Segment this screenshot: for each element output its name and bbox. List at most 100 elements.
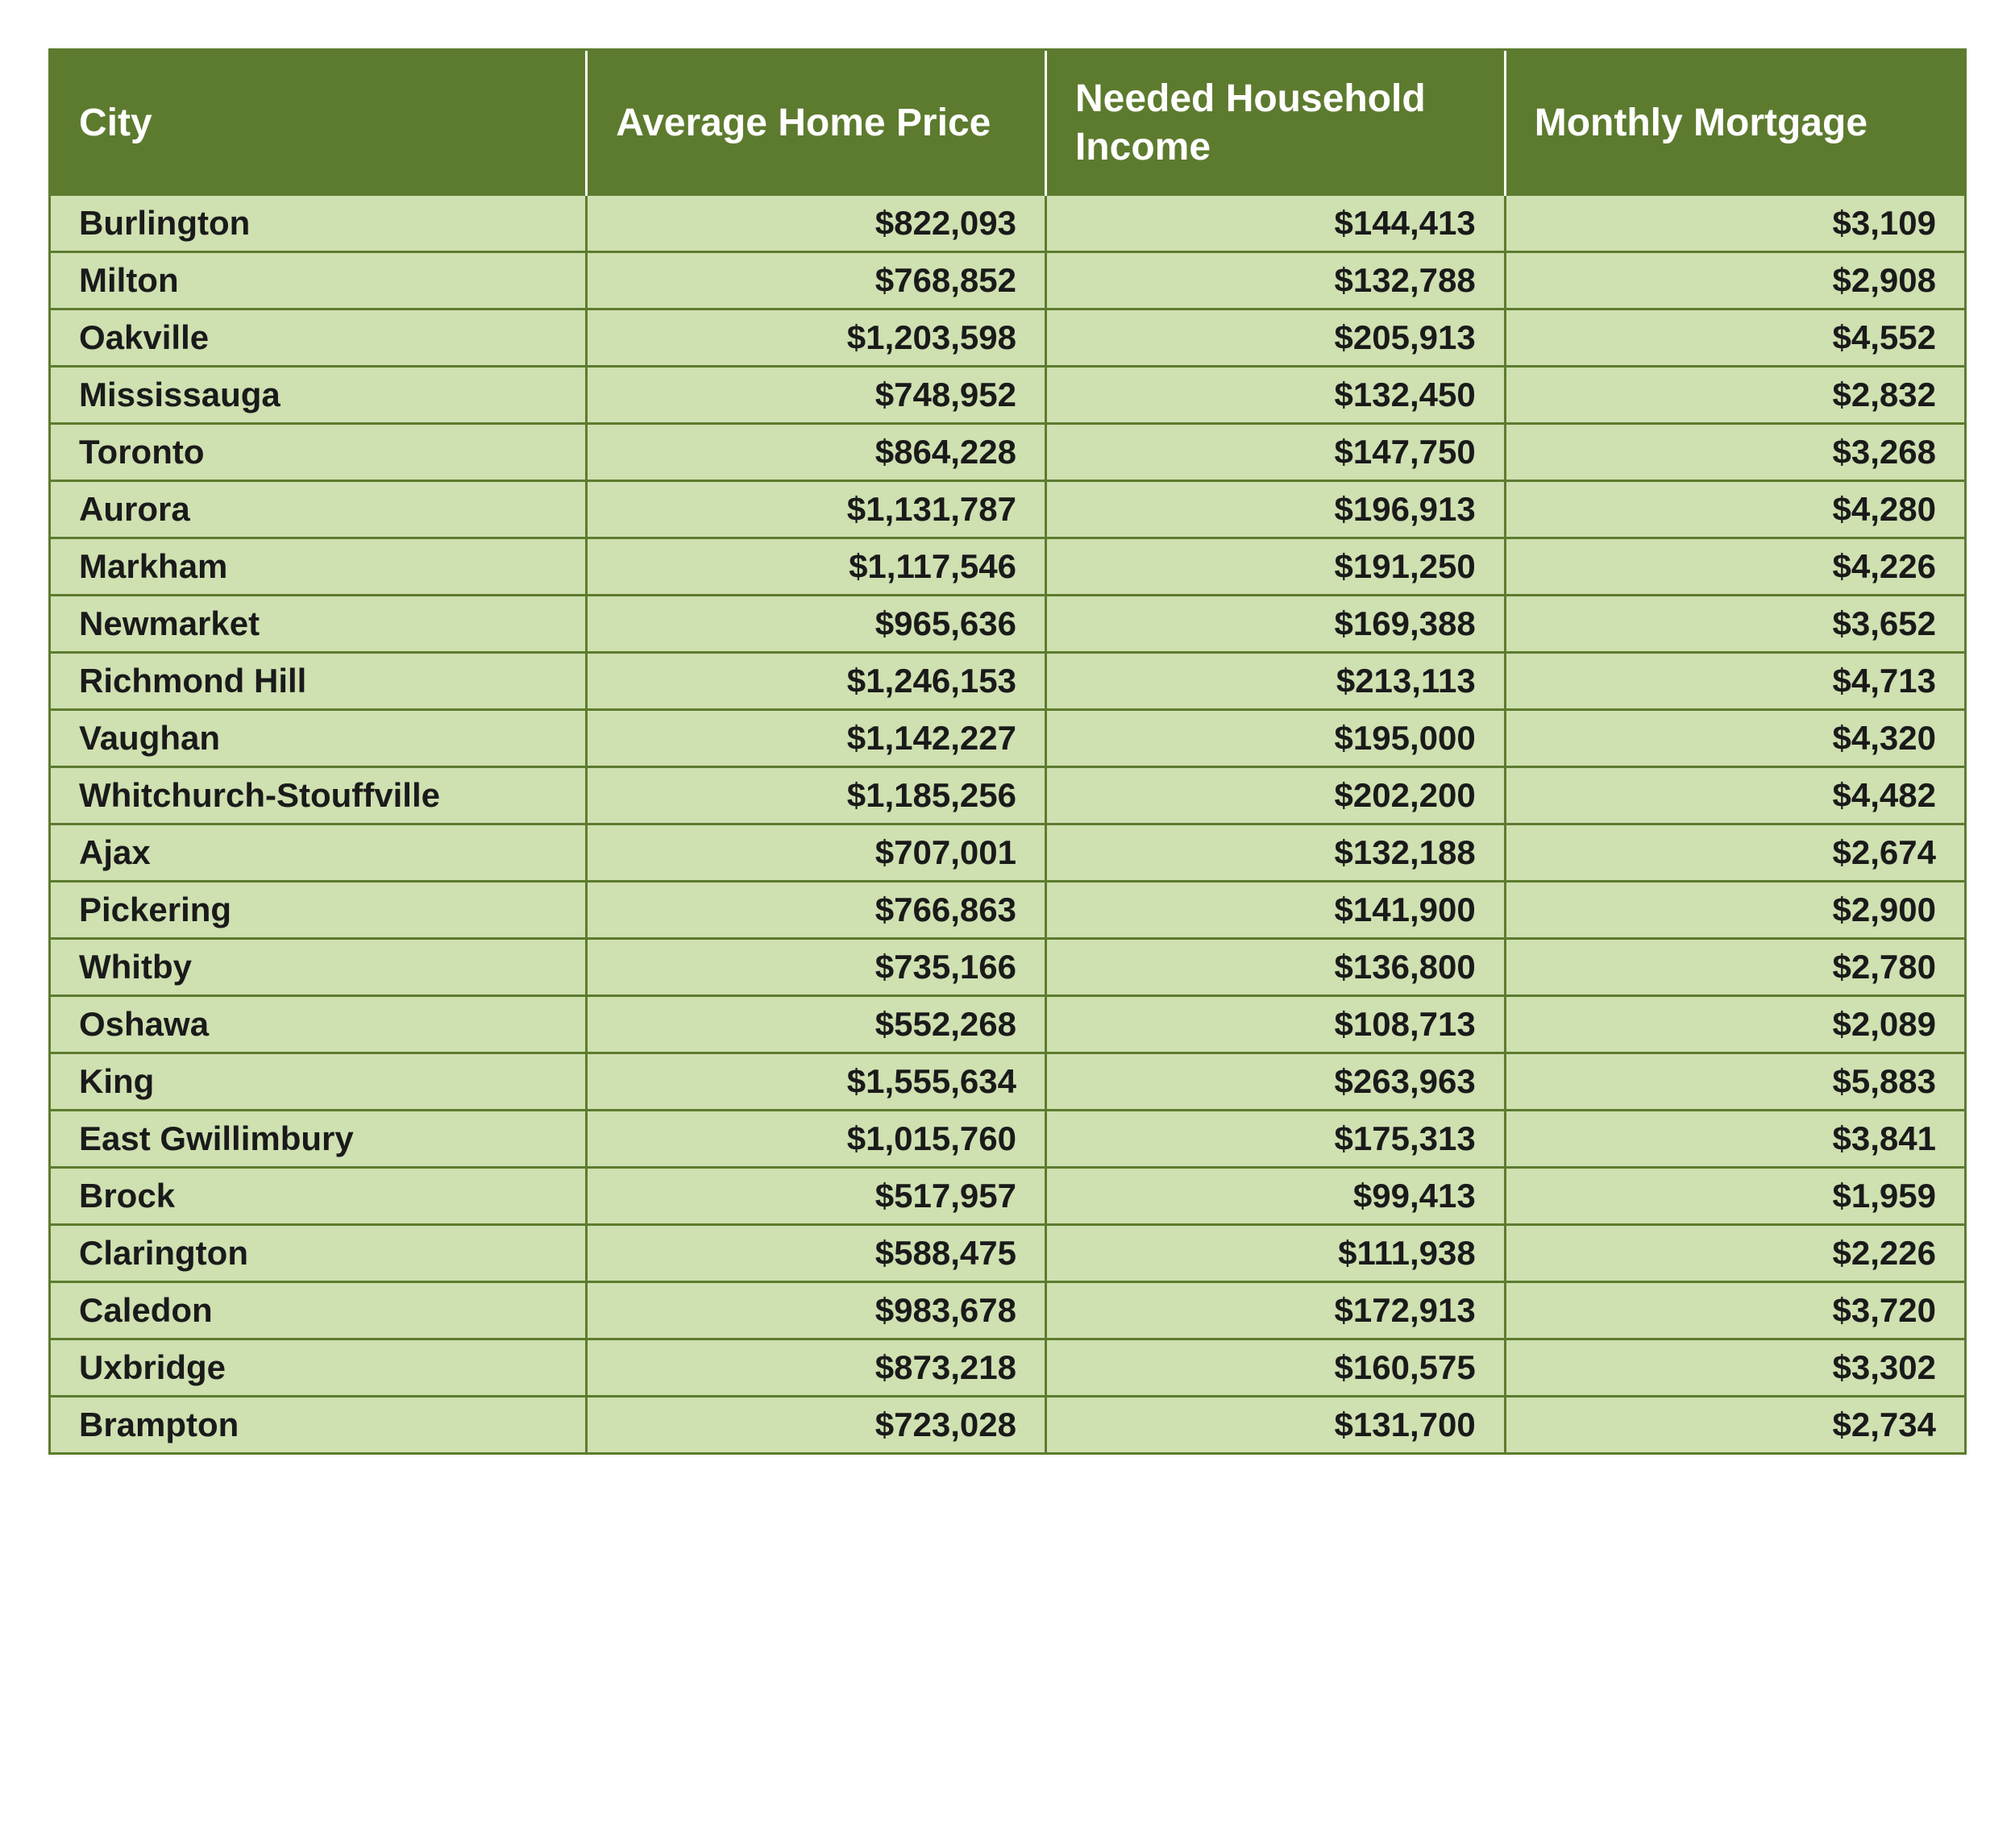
cell-price: $517,957 xyxy=(587,1168,1046,1225)
cell-income: $195,000 xyxy=(1045,710,1505,767)
housing-table: City Average Home Price Needed Household… xyxy=(51,51,1964,1452)
table-row: Vaughan$1,142,227$195,000$4,320 xyxy=(51,710,1964,767)
cell-income: $141,900 xyxy=(1045,882,1505,939)
cell-mortgage: $2,089 xyxy=(1505,996,1964,1053)
cell-price: $1,117,546 xyxy=(587,538,1046,596)
cell-price: $735,166 xyxy=(587,939,1046,996)
cell-income: $132,788 xyxy=(1045,252,1505,309)
cell-mortgage: $4,552 xyxy=(1505,309,1964,367)
table-row: Brock$517,957$99,413$1,959 xyxy=(51,1168,1964,1225)
cell-price: $1,203,598 xyxy=(587,309,1046,367)
cell-income: $172,913 xyxy=(1045,1282,1505,1339)
table-row: Caledon$983,678$172,913$3,720 xyxy=(51,1282,1964,1339)
cell-price: $1,131,787 xyxy=(587,481,1046,538)
table-row: Burlington$822,093$144,413$3,109 xyxy=(51,196,1964,252)
table-row: Oshawa$552,268$108,713$2,089 xyxy=(51,996,1964,1053)
table-row: Newmarket$965,636$169,388$3,652 xyxy=(51,596,1964,653)
cell-price: $766,863 xyxy=(587,882,1046,939)
header-income: Needed Household Income xyxy=(1045,51,1505,196)
cell-city: Oakville xyxy=(51,309,587,367)
cell-income: $175,313 xyxy=(1045,1111,1505,1168)
cell-mortgage: $3,841 xyxy=(1505,1111,1964,1168)
cell-mortgage: $4,482 xyxy=(1505,767,1964,824)
cell-income: $144,413 xyxy=(1045,196,1505,252)
cell-mortgage: $3,268 xyxy=(1505,424,1964,481)
cell-city: Aurora xyxy=(51,481,587,538)
cell-income: $160,575 xyxy=(1045,1339,1505,1397)
cell-price: $1,142,227 xyxy=(587,710,1046,767)
cell-mortgage: $3,652 xyxy=(1505,596,1964,653)
cell-price: $748,952 xyxy=(587,367,1046,424)
cell-mortgage: $4,713 xyxy=(1505,653,1964,710)
housing-table-container: City Average Home Price Needed Household… xyxy=(48,48,1967,1455)
cell-price: $588,475 xyxy=(587,1225,1046,1282)
cell-income: $132,188 xyxy=(1045,824,1505,882)
cell-city: Vaughan xyxy=(51,710,587,767)
cell-city: Toronto xyxy=(51,424,587,481)
cell-income: $196,913 xyxy=(1045,481,1505,538)
cell-city: Clarington xyxy=(51,1225,587,1282)
cell-city: Milton xyxy=(51,252,587,309)
cell-income: $136,800 xyxy=(1045,939,1505,996)
table-row: Markham$1,117,546$191,250$4,226 xyxy=(51,538,1964,596)
cell-mortgage: $4,320 xyxy=(1505,710,1964,767)
cell-mortgage: $2,832 xyxy=(1505,367,1964,424)
table-header: City Average Home Price Needed Household… xyxy=(51,51,1964,196)
cell-city: King xyxy=(51,1053,587,1111)
cell-city: Whitchurch-Stouffville xyxy=(51,767,587,824)
table-row: Pickering$766,863$141,900$2,900 xyxy=(51,882,1964,939)
cell-city: Caledon xyxy=(51,1282,587,1339)
cell-income: $263,963 xyxy=(1045,1053,1505,1111)
cell-city: Uxbridge xyxy=(51,1339,587,1397)
cell-income: $111,938 xyxy=(1045,1225,1505,1282)
cell-city: Brock xyxy=(51,1168,587,1225)
cell-mortgage: $2,734 xyxy=(1505,1397,1964,1453)
cell-price: $983,678 xyxy=(587,1282,1046,1339)
cell-city: Mississauga xyxy=(51,367,587,424)
cell-mortgage: $2,908 xyxy=(1505,252,1964,309)
cell-price: $1,185,256 xyxy=(587,767,1046,824)
cell-mortgage: $2,780 xyxy=(1505,939,1964,996)
cell-mortgage: $4,226 xyxy=(1505,538,1964,596)
cell-price: $1,555,634 xyxy=(587,1053,1046,1111)
cell-mortgage: $2,226 xyxy=(1505,1225,1964,1282)
table-row: Brampton$723,028$131,700$2,734 xyxy=(51,1397,1964,1453)
cell-mortgage: $3,109 xyxy=(1505,196,1964,252)
cell-city: Burlington xyxy=(51,196,587,252)
table-row: Toronto$864,228$147,750$3,268 xyxy=(51,424,1964,481)
cell-city: Whitby xyxy=(51,939,587,996)
header-row: City Average Home Price Needed Household… xyxy=(51,51,1964,196)
cell-price: $822,093 xyxy=(587,196,1046,252)
header-mortgage: Monthly Mortgage xyxy=(1505,51,1964,196)
cell-mortgage: $3,720 xyxy=(1505,1282,1964,1339)
cell-city: East Gwillimbury xyxy=(51,1111,587,1168)
cell-mortgage: $2,674 xyxy=(1505,824,1964,882)
cell-city: Newmarket xyxy=(51,596,587,653)
table-row: Mississauga$748,952$132,450$2,832 xyxy=(51,367,1964,424)
table-row: Whitchurch-Stouffville$1,185,256$202,200… xyxy=(51,767,1964,824)
table-row: Ajax$707,001$132,188$2,674 xyxy=(51,824,1964,882)
table-body: Burlington$822,093$144,413$3,109Milton$7… xyxy=(51,196,1964,1452)
cell-price: $864,228 xyxy=(587,424,1046,481)
cell-city: Pickering xyxy=(51,882,587,939)
table-row: Whitby$735,166$136,800$2,780 xyxy=(51,939,1964,996)
cell-income: $169,388 xyxy=(1045,596,1505,653)
table-row: Oakville$1,203,598$205,913$4,552 xyxy=(51,309,1964,367)
cell-income: $213,113 xyxy=(1045,653,1505,710)
cell-mortgage: $2,900 xyxy=(1505,882,1964,939)
cell-price: $873,218 xyxy=(587,1339,1046,1397)
table-row: Milton$768,852$132,788$2,908 xyxy=(51,252,1964,309)
header-price: Average Home Price xyxy=(587,51,1046,196)
cell-mortgage: $5,883 xyxy=(1505,1053,1964,1111)
cell-income: $132,450 xyxy=(1045,367,1505,424)
cell-city: Oshawa xyxy=(51,996,587,1053)
cell-income: $202,200 xyxy=(1045,767,1505,824)
cell-city: Ajax xyxy=(51,824,587,882)
cell-price: $1,246,153 xyxy=(587,653,1046,710)
cell-price: $768,852 xyxy=(587,252,1046,309)
cell-income: $147,750 xyxy=(1045,424,1505,481)
cell-mortgage: $4,280 xyxy=(1505,481,1964,538)
cell-income: $99,413 xyxy=(1045,1168,1505,1225)
cell-city: Brampton xyxy=(51,1397,587,1453)
table-row: East Gwillimbury$1,015,760$175,313$3,841 xyxy=(51,1111,1964,1168)
